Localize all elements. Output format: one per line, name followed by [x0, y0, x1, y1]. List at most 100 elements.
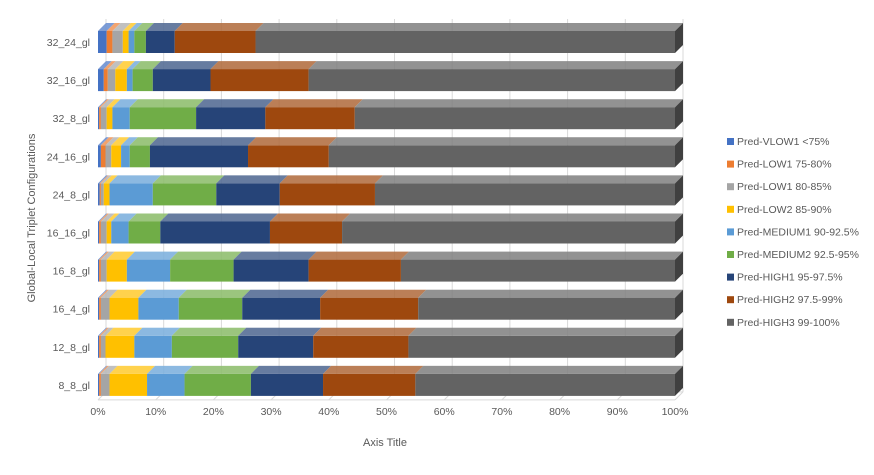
bar-segment-front — [269, 221, 343, 244]
legend-item: Pred-LOW1 75-80% — [727, 159, 832, 171]
bar-segment — [323, 365, 424, 396]
bar-segment-front — [99, 183, 101, 206]
bar-segment-front — [138, 297, 179, 320]
bar-segment — [111, 137, 130, 168]
x-tick-label: 0% — [90, 406, 105, 418]
bar-segment-top — [152, 61, 219, 70]
bar-segment — [129, 99, 205, 130]
bar-segment-top — [100, 175, 112, 184]
bar-segment — [147, 365, 193, 396]
bar-segment-top — [313, 327, 417, 336]
bar-segment-top — [174, 23, 264, 31]
bar-top-highlight — [98, 289, 683, 298]
bar-top-highlight — [98, 137, 683, 146]
bar-segment-top — [100, 327, 114, 336]
bar-segment — [279, 175, 383, 206]
bar-segment-top — [98, 327, 108, 336]
y-tick-label: 24_8_gl — [53, 189, 90, 201]
legend-swatch — [727, 251, 734, 258]
bar-segment-top — [100, 251, 115, 260]
bar-segment — [98, 99, 108, 130]
bar-segment-top — [308, 251, 409, 260]
bar-segment-top — [98, 175, 108, 184]
bar-segment — [128, 23, 143, 53]
bar-segment-front — [147, 373, 185, 396]
bar-segment-top — [103, 61, 116, 70]
bar-segment — [98, 251, 108, 282]
bar-segment-front — [374, 183, 675, 206]
bar-segment-top — [103, 175, 118, 184]
bar-segment-top — [98, 365, 108, 374]
bar-segment-top — [418, 289, 683, 298]
y-axis-title: Global-Local Triplet Configurations — [26, 133, 38, 302]
bar-segment-top — [415, 365, 683, 374]
bar-segment — [100, 213, 115, 244]
bar-segment-front — [122, 31, 129, 53]
legend-swatch — [727, 296, 734, 304]
bar-segment-top — [134, 23, 154, 31]
bar-segment — [308, 251, 409, 282]
y-tick-label: 16_4_gl — [53, 304, 90, 316]
bar-segment — [418, 289, 683, 320]
bar-segment-front — [115, 69, 127, 92]
bar-segment-front — [103, 69, 108, 92]
x-tick-label: 10% — [145, 406, 166, 418]
bar-segment-front — [109, 373, 148, 396]
bar-segment-side — [675, 327, 683, 358]
bar-segment-top — [99, 251, 109, 260]
bar-segment-front — [149, 145, 249, 168]
bar-segment-front — [196, 107, 266, 130]
bar-segment-front — [106, 107, 113, 130]
bar-segment-top — [248, 137, 337, 146]
bar-segment-front — [242, 297, 321, 320]
bar-segment-front — [152, 183, 217, 206]
bar-segment — [98, 61, 112, 92]
y-tick-label: 32_8_gl — [53, 113, 90, 125]
bar-segment-front — [98, 107, 100, 130]
bar-segment — [265, 99, 363, 130]
bar-segment — [415, 365, 683, 396]
bar-segment-front — [98, 183, 100, 206]
bar-segment-side — [675, 23, 683, 53]
bar-segment-front — [134, 31, 146, 53]
bar-segment-front — [100, 297, 110, 320]
bar-segment-top — [216, 175, 288, 184]
bar-segment-top — [250, 365, 332, 374]
bar-segment-front — [98, 373, 100, 396]
bar-segment — [121, 137, 138, 168]
bar-segment-front — [152, 69, 211, 92]
bar-segment-top — [354, 99, 683, 108]
bar-segment-front — [121, 145, 130, 168]
bar-segment-front — [255, 31, 675, 53]
bar-segment-front — [129, 107, 197, 130]
bar-segment-front — [99, 297, 101, 320]
bar-segment — [106, 99, 121, 130]
legend-label: Pred-LOW1 75-80% — [737, 159, 832, 171]
bar-segment-front — [100, 373, 110, 396]
bar-segment — [248, 137, 337, 168]
x-tick-label: 90% — [607, 406, 628, 418]
bar-segment — [313, 327, 417, 358]
legend-label: Pred-HIGH3 99-100% — [737, 317, 840, 329]
bar-segment-front — [128, 31, 135, 53]
bar-segment-top — [255, 23, 683, 31]
bar-segment-front — [106, 221, 112, 244]
bar-segment-front — [354, 107, 675, 130]
legend-label: Pred-LOW1 80-85% — [737, 181, 832, 193]
bar-segment-front — [100, 335, 106, 358]
bar-segment — [98, 289, 108, 320]
x-axis-title: Axis Title — [363, 437, 407, 449]
bar-segment — [149, 137, 257, 168]
bar-segment-top — [320, 289, 427, 298]
bar-segment-front — [342, 221, 675, 244]
bar-segment — [100, 175, 112, 206]
bar-segment-top — [128, 213, 169, 222]
bar-segment-front — [106, 31, 113, 53]
bar-segment — [128, 213, 169, 244]
bar-row-12_8_gl — [98, 327, 683, 358]
bar-segment — [105, 137, 120, 168]
bar-segment-front — [98, 259, 100, 282]
y-tick-label: 32_16_gl — [47, 75, 90, 87]
bar-segment — [129, 137, 158, 168]
bar-segment — [99, 327, 109, 358]
